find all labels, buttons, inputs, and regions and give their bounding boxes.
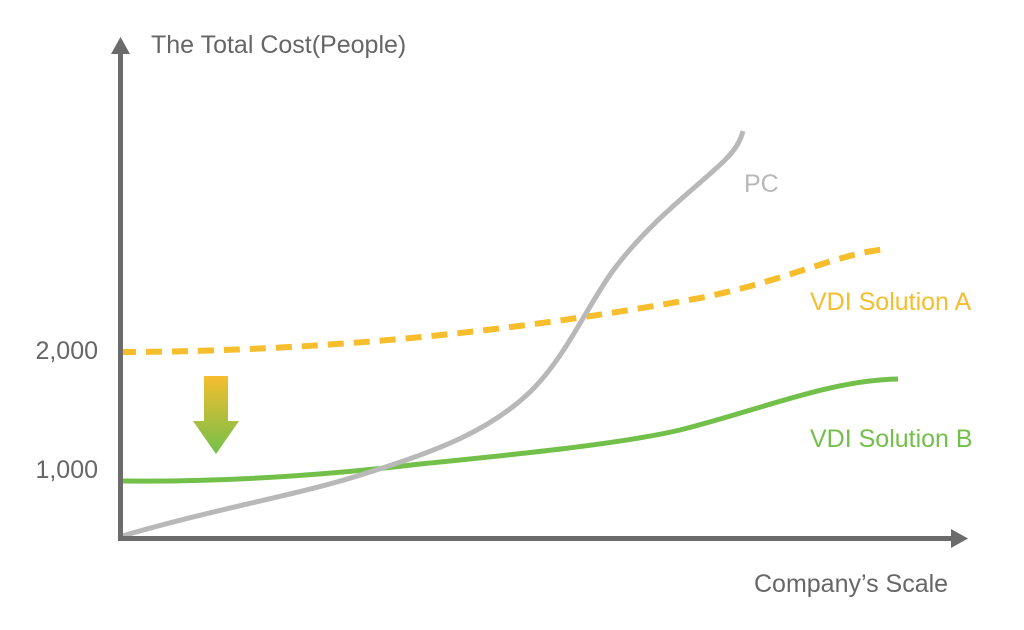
series-label-vdi-solution-a: VDI Solution A: [810, 288, 972, 316]
y-axis-arrowhead-icon: [111, 37, 130, 54]
arrow-down-icon: [193, 376, 239, 454]
y-tick-1000: 1,000: [35, 456, 98, 484]
series-pc-line: [121, 130, 746, 539]
series-label-pc: PC: [744, 170, 779, 198]
series-label-vdi-solution-b: VDI Solution B: [810, 425, 973, 453]
y-axis-title: The Total Cost(People): [151, 31, 407, 59]
x-axis-arrowhead-icon: [951, 529, 968, 548]
series-vdi-solution-a-line: [119, 246, 891, 355]
x-axis-title: Company’s Scale: [754, 570, 949, 598]
y-tick-2000: 2,000: [35, 337, 98, 365]
series-vdi-solution-b-line: [121, 376, 899, 484]
